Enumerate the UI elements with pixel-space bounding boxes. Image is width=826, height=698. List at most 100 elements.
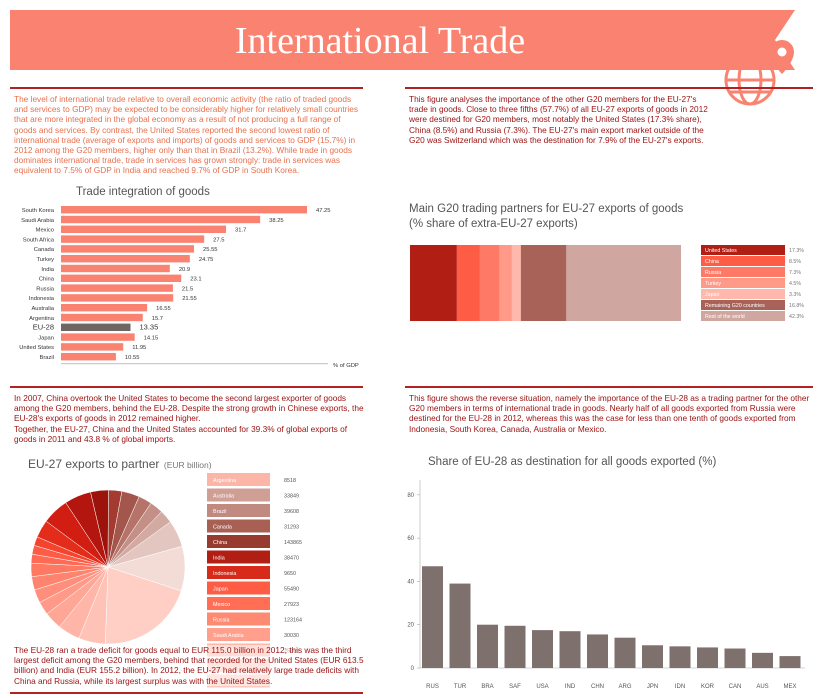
table-swatch <box>207 612 270 626</box>
table-value: 30030 <box>284 633 299 639</box>
section-divider <box>405 386 813 388</box>
bar-value-label: 20.9 <box>179 267 190 273</box>
bar <box>61 274 182 282</box>
stacked-segment <box>479 245 500 321</box>
stacked-segment <box>456 245 480 321</box>
bar <box>61 294 174 302</box>
bar-category-label: Turkey <box>36 257 54 263</box>
chart4-title: Share of EU-28 as destination for all go… <box>428 456 717 468</box>
legend-value: 17.3% <box>789 248 804 254</box>
chart3-title: EU-27 exports to partner <box>28 457 160 471</box>
x-tick-label: SAF <box>509 684 521 690</box>
x-tick-label: CAN <box>729 684 742 690</box>
legend-swatch <box>701 245 785 255</box>
bar <box>587 634 608 668</box>
x-tick-label: JPN <box>647 684 658 690</box>
legend-value: 42.3% <box>789 314 804 320</box>
table-value: 123164 <box>284 618 302 624</box>
legend-swatch <box>701 300 785 310</box>
table-label: Russia <box>213 618 229 624</box>
stacked-segment <box>410 245 457 321</box>
bar-value-label: 25.55 <box>203 247 218 253</box>
intro-paragraph: The level of international trade relativ… <box>14 94 359 176</box>
stacked-segment <box>520 245 567 321</box>
bar-value-label: 21.55 <box>182 296 197 302</box>
bar-category-label: Canada <box>34 247 55 253</box>
table-label: India <box>213 556 225 562</box>
bar <box>614 637 636 668</box>
table-label: Brazil <box>213 509 226 515</box>
table-swatch <box>207 628 270 641</box>
chart1-title: Trade integration of goods <box>76 186 210 198</box>
bar-value-label: 23.1 <box>190 277 201 283</box>
x-tick-label: ARG <box>618 684 631 690</box>
bar-value-label: 11.95 <box>132 345 146 351</box>
y-tick-label: 20 <box>407 623 414 629</box>
bar-value-label: 38.25 <box>269 218 284 224</box>
bar-category-label: South Africa <box>23 237 55 243</box>
chart2-title: Main G20 trading partners for EU-27 expo… <box>409 203 684 215</box>
table-label: Japan <box>213 587 228 593</box>
legend-swatch <box>701 289 785 299</box>
bar-category-label: Mexico <box>36 228 54 234</box>
table-swatch <box>207 581 270 595</box>
legend-label: United States <box>705 248 737 254</box>
chart2-subtitle: (% share of extra-EU-27 exports) <box>409 218 578 230</box>
table-label: China <box>213 540 227 546</box>
bar-category-label: Saudi Arabia <box>21 218 55 224</box>
stacked-segment <box>566 245 681 321</box>
legend-value: 8.5% <box>789 259 801 265</box>
eu-exports-paragraph: This figure analyses the importance of t… <box>409 94 708 145</box>
table-swatch <box>207 550 270 564</box>
y-tick-label: 80 <box>407 493 414 499</box>
x-tick-label: IDN <box>675 684 685 690</box>
bar <box>61 333 135 341</box>
globe-location-pin-icon <box>724 40 794 106</box>
bar <box>779 656 801 668</box>
bar <box>559 631 581 668</box>
banner-shape <box>10 10 795 70</box>
table-value: 27923 <box>284 602 299 608</box>
x-tick-label: AUS <box>756 684 768 690</box>
x-tick-label: IND <box>565 684 576 690</box>
x-tick-label: KOR <box>701 684 715 690</box>
bar-category-label: Argentina <box>29 316 55 322</box>
table-value: 8518 <box>284 478 296 484</box>
bar <box>61 284 173 292</box>
g20-partners-chart: United States 17.3% China 8.5% Russia 7.3% Tur… <box>410 245 804 321</box>
section-divider <box>10 692 363 694</box>
bar <box>61 225 227 233</box>
x-axis-label: % of GDP <box>333 363 359 369</box>
table-value: 39608 <box>284 509 299 515</box>
bar <box>642 645 663 668</box>
table-swatch <box>207 488 270 502</box>
legend-value: 16.8% <box>789 303 804 309</box>
bar-category-label: United States <box>19 345 54 351</box>
bar <box>532 630 553 668</box>
table-label: Australia <box>213 494 234 500</box>
table-swatch <box>207 566 270 579</box>
legend-swatch <box>701 267 785 277</box>
bar-value-label: 24.75 <box>199 257 214 263</box>
legend-label: Russia <box>705 270 721 276</box>
x-tick-label: MEX <box>783 684 796 690</box>
bar-value-label: 14.15 <box>144 335 159 341</box>
table-swatch <box>207 504 270 517</box>
bar-category-label: Indonesia <box>29 296 55 302</box>
bar <box>61 245 195 253</box>
bar <box>61 353 116 361</box>
x-tick-label: BRA <box>481 684 493 690</box>
legend-value: 3.3% <box>789 292 801 298</box>
y-tick-label: 60 <box>407 536 414 542</box>
bar <box>61 304 148 312</box>
bar-category-label: Australia <box>31 306 54 312</box>
bar-value-label: 10.55 <box>125 355 140 361</box>
stacked-segment <box>499 245 512 321</box>
bar-value-label: 15.7 <box>152 316 163 322</box>
deficit-paragraph: The EU-28 ran a trade deficit for goods … <box>14 645 366 686</box>
legend-label: Rest of the world <box>705 314 745 320</box>
table-label: Mexico <box>213 602 230 608</box>
legend-label: Japan <box>705 292 719 298</box>
table-swatch <box>207 535 270 548</box>
bar <box>61 323 131 331</box>
